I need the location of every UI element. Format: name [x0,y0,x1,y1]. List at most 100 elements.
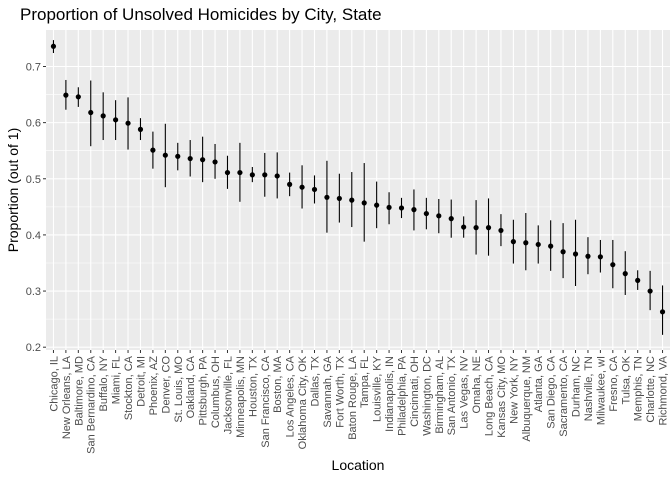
data-point [88,109,94,116]
x-tick-label: Dallas, TX [309,355,321,406]
x-tick-label: Boston, MA [272,355,284,413]
y-tick-label: 0.4 [26,230,41,242]
plot-panel [46,30,670,350]
x-axis-title: Location [332,457,385,473]
data-point [336,195,342,202]
data-point [423,210,429,217]
x-tick-label: Cincinnati, OH [409,356,421,427]
x-tick-label: Phoenix, AZ [148,356,160,416]
x-tick-label: Minneapolis, MN [235,356,247,438]
x-axis: Chicago, IL New Orleans, LA Baltimore, MD S… [48,350,670,454]
x-tick-label: Washington, DC [421,356,433,436]
x-tick-label: Oklahoma City, OK [297,355,309,449]
data-point [386,204,392,211]
x-tick-label: Los Angeles, CA [285,355,297,437]
data-point [200,157,206,163]
data-point [100,113,106,119]
x-tick-label: Stockton, CA [123,355,135,420]
data-point [162,152,168,158]
x-tick-label: San Diego, CA [546,355,558,428]
y-axis-title: Proportion (out of 1) [5,128,21,253]
data-marks [50,40,666,335]
x-tick-label: Birmingham, AL [434,356,446,434]
data-point [597,254,603,260]
x-tick-label: Jacksonville, FL [222,356,234,434]
x-tick-label: Sacramento, CA [558,355,570,436]
x-tick-label: New York, NY [508,355,520,424]
data-point [224,169,231,176]
y-axis: 0.2 0.3 0.4 0.5 0.6 0.7 [26,61,46,354]
x-tick-label: Houston, TX [247,355,259,417]
x-tick-label: Tulsa, OK [620,355,632,404]
x-tick-label: Albuquerque, NM [521,356,533,442]
data-point [560,249,566,255]
chart-title: Proportion of Unsolved Homicides by City… [20,5,382,24]
x-tick-label: Louisville, KY [372,355,384,422]
data-point [374,202,380,208]
x-tick-label: Durham, NC [571,356,583,417]
data-point [585,253,591,259]
data-point [299,184,305,190]
x-tick-label: Nashville, TN [583,356,595,421]
y-tick-label: 0.3 [26,286,41,298]
data-point [212,159,218,165]
x-tick-label: Fresno, CA [608,355,620,411]
x-tick-label: Buffalo, NY [98,355,110,411]
data-point [187,155,193,162]
data-point [349,197,355,203]
data-point [448,216,454,222]
x-tick-label: Richmond, VA [658,355,670,425]
x-tick-label: Miami, FL [111,356,123,404]
data-point [125,120,131,126]
data-point [361,200,367,206]
data-point [398,205,405,211]
data-point [535,241,541,248]
x-tick-label: Pittsburgh, PA [198,355,210,425]
data-point [411,207,417,213]
x-tick-label: Charlotte, NC [645,356,657,423]
data-point [237,169,243,176]
x-tick-label: Detroit, MI [135,356,147,407]
data-point [324,194,330,200]
data-point [659,309,666,315]
x-tick-label: Baltimore, MD [73,356,85,426]
x-tick-label: New Orleans, LA [61,355,73,439]
x-tick-label: Fort Worth, TX [334,355,346,427]
data-point [137,126,144,132]
data-point [461,224,467,230]
data-point [50,43,57,49]
data-point [249,172,255,178]
data-point [287,181,293,187]
data-point [63,92,69,98]
data-point [510,239,516,245]
data-point [485,225,492,231]
x-tick-label: Baton Rouge, LA [347,355,359,439]
x-tick-label: Tampa, FL [359,356,371,408]
x-tick-label: St. Louis, MO [173,356,185,423]
data-point [75,94,81,100]
x-tick-label: San Francisco, CA [260,355,272,447]
x-tick-label: Philadelphia, PA [397,355,409,436]
x-tick-label: Las Vegas, NV [459,355,471,428]
data-point [262,172,268,178]
x-tick-label: Columbus, OH [210,356,222,428]
data-point [572,251,579,257]
x-tick-label: Omaha, NE [471,356,483,413]
x-tick-label: Chicago, IL [48,356,60,412]
data-point [523,240,529,246]
y-tick-label: 0.2 [26,342,41,354]
x-tick-label: Kansas City, MO [496,356,508,438]
data-point [175,153,181,159]
x-tick-label: Oakland, CA [185,355,197,418]
data-point [647,288,653,294]
x-tick-label: Milwaukee, wI [595,356,607,425]
x-tick-label: Memphis, TN [633,356,645,421]
data-point [610,262,616,268]
data-point [274,173,280,179]
y-tick-label: 0.6 [26,118,41,130]
gridlines [46,30,670,350]
x-tick-label: San Bernardino, CA [86,355,98,453]
data-point [635,277,641,283]
data-point [113,117,119,123]
